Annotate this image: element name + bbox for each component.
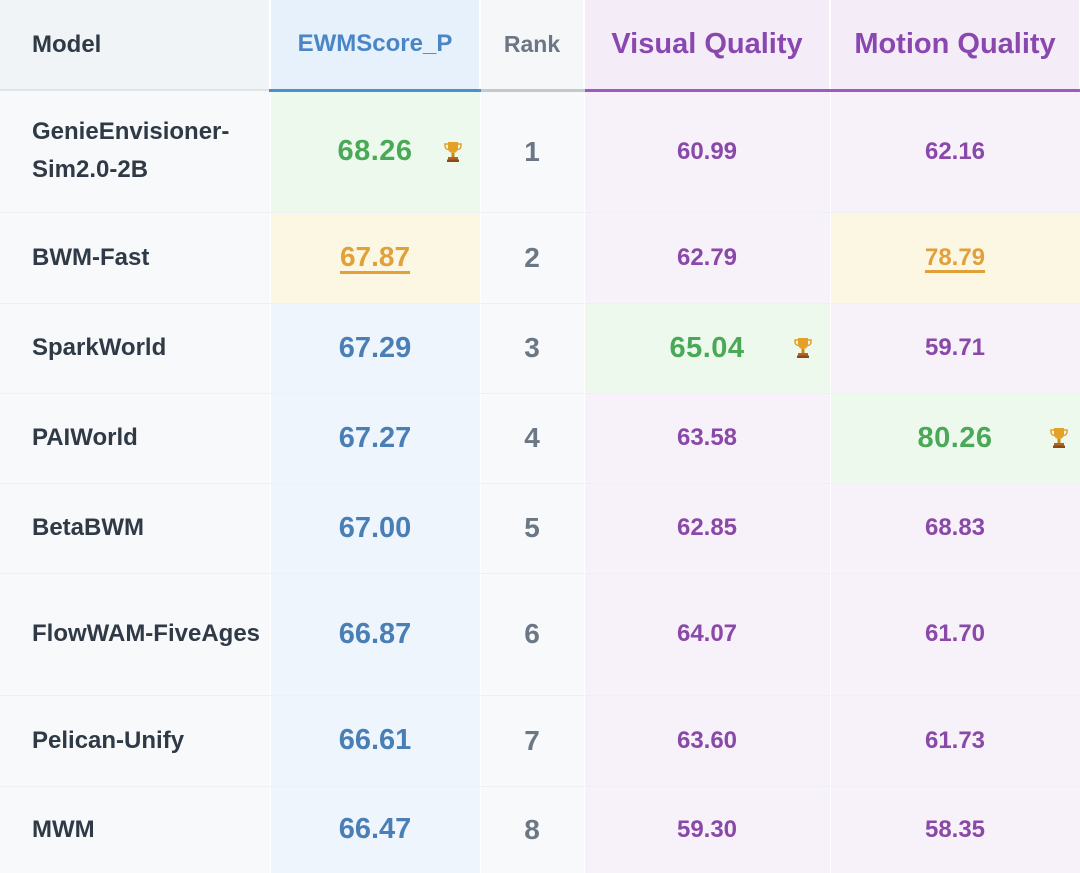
motion-quality-cell-best: 80.26 (830, 393, 1080, 484)
visual-quality-cell: 62.79 (584, 212, 831, 304)
ewmscore-value: 67.87 (339, 241, 411, 272)
model-name: BetaBWM (32, 514, 144, 541)
motion-quality-cell: 59.71 (830, 303, 1080, 394)
table-body: GenieEnvisioner-Sim2.0-2B 68.26 1 60.99 … (0, 90, 1080, 873)
ewmscore-cell-second: 67.87 (270, 212, 481, 304)
model-name-cell: PAIWorld (0, 393, 271, 484)
table-row: FlowWAM-FiveAges 66.87 6 64.07 61.70 (0, 573, 1080, 696)
model-name: FlowWAM-FiveAges (32, 620, 261, 647)
rank-cell: 6 (480, 573, 585, 696)
visual-quality-cell: 63.60 (584, 695, 831, 787)
table-row: SparkWorld 67.29 3 65.04 59.71 (0, 303, 1080, 394)
visual-quality-value: 65.04 (669, 331, 745, 364)
trophy-icon (443, 141, 462, 162)
rank-cell: 8 (480, 786, 585, 873)
model-name: SparkWorld (32, 334, 167, 361)
model-name-cell: MWM (0, 786, 271, 873)
model-name-cell: BetaBWM (0, 483, 271, 574)
ewmscore-value: 68.26 (337, 135, 413, 167)
visual-quality-cell: 63.58 (584, 393, 831, 484)
table-header: Model EWMScore_P Rank Visual Quality Mot… (0, 0, 1080, 92)
motion-quality-value: 78.79 (924, 243, 986, 271)
table-row: BetaBWM 67.00 5 62.85 68.83 (0, 483, 1080, 574)
trophy-icon (793, 338, 812, 358)
motion-quality-cell: 61.70 (830, 573, 1080, 696)
column-header-motion-quality[interactable]: Motion Quality (830, 0, 1080, 92)
column-header-model[interactable]: Model (0, 0, 271, 91)
model-name: Pelican-Unify (32, 726, 185, 754)
table-row: MWM 66.47 8 59.30 58.35 (0, 786, 1080, 873)
table-row: BWM-Fast 67.87 2 62.79 78.79 (0, 212, 1080, 304)
motion-quality-cell: 62.16 (830, 90, 1080, 213)
column-header-visual-quality[interactable]: Visual Quality (584, 0, 831, 92)
rank-cell: 4 (480, 393, 585, 484)
trophy-icon (1049, 428, 1068, 448)
ewmscore-cell-best: 68.26 (270, 90, 481, 213)
ewmscore-cell: 66.61 (270, 695, 481, 787)
model-name-cell: Pelican-Unify (0, 695, 271, 787)
model-name-cell: BWM-Fast (0, 212, 271, 304)
visual-quality-cell-best: 65.04 (584, 303, 831, 394)
motion-quality-cell: 61.73 (830, 695, 1080, 787)
visual-quality-cell: 60.99 (584, 90, 831, 213)
rank-cell: 5 (480, 483, 585, 574)
motion-quality-value: 80.26 (917, 421, 993, 454)
model-name: PAIWorld (32, 424, 138, 451)
visual-quality-cell: 62.85 (584, 483, 831, 574)
column-header-rank[interactable]: Rank (480, 0, 585, 92)
table-row: PAIWorld 67.27 4 63.58 80.26 (0, 393, 1080, 484)
motion-quality-cell: 58.35 (830, 786, 1080, 873)
model-name-cell: SparkWorld (0, 303, 271, 394)
motion-quality-cell-second: 78.79 (830, 212, 1080, 304)
rank-cell: 7 (480, 695, 585, 787)
ewmscore-cell: 66.87 (270, 573, 481, 696)
header-row: Model EWMScore_P Rank Visual Quality Mot… (0, 0, 1080, 92)
rank-cell: 2 (480, 212, 585, 304)
rank-cell: 1 (480, 90, 585, 213)
ewmscore-cell: 67.29 (270, 303, 481, 394)
model-name: GenieEnvisioner-Sim2.0-2B (32, 118, 230, 184)
rank-cell: 3 (480, 303, 585, 394)
ewmscore-cell: 67.27 (270, 393, 481, 484)
visual-quality-cell: 59.30 (584, 786, 831, 873)
table-row: GenieEnvisioner-Sim2.0-2B 68.26 1 60.99 … (0, 90, 1080, 213)
motion-quality-cell: 68.83 (830, 483, 1080, 574)
ewmscore-cell: 66.47 (270, 786, 481, 873)
model-name: BWM-Fast (32, 243, 150, 271)
model-name: MWM (32, 815, 95, 843)
visual-quality-cell: 64.07 (584, 573, 831, 696)
model-name-cell: GenieEnvisioner-Sim2.0-2B (0, 90, 271, 213)
ewmscore-cell: 67.00 (270, 483, 481, 574)
column-header-ewmscore[interactable]: EWMScore_P (270, 0, 481, 92)
model-name-cell: FlowWAM-FiveAges (0, 573, 271, 696)
table-row: Pelican-Unify 66.61 7 63.60 61.73 (0, 695, 1080, 787)
